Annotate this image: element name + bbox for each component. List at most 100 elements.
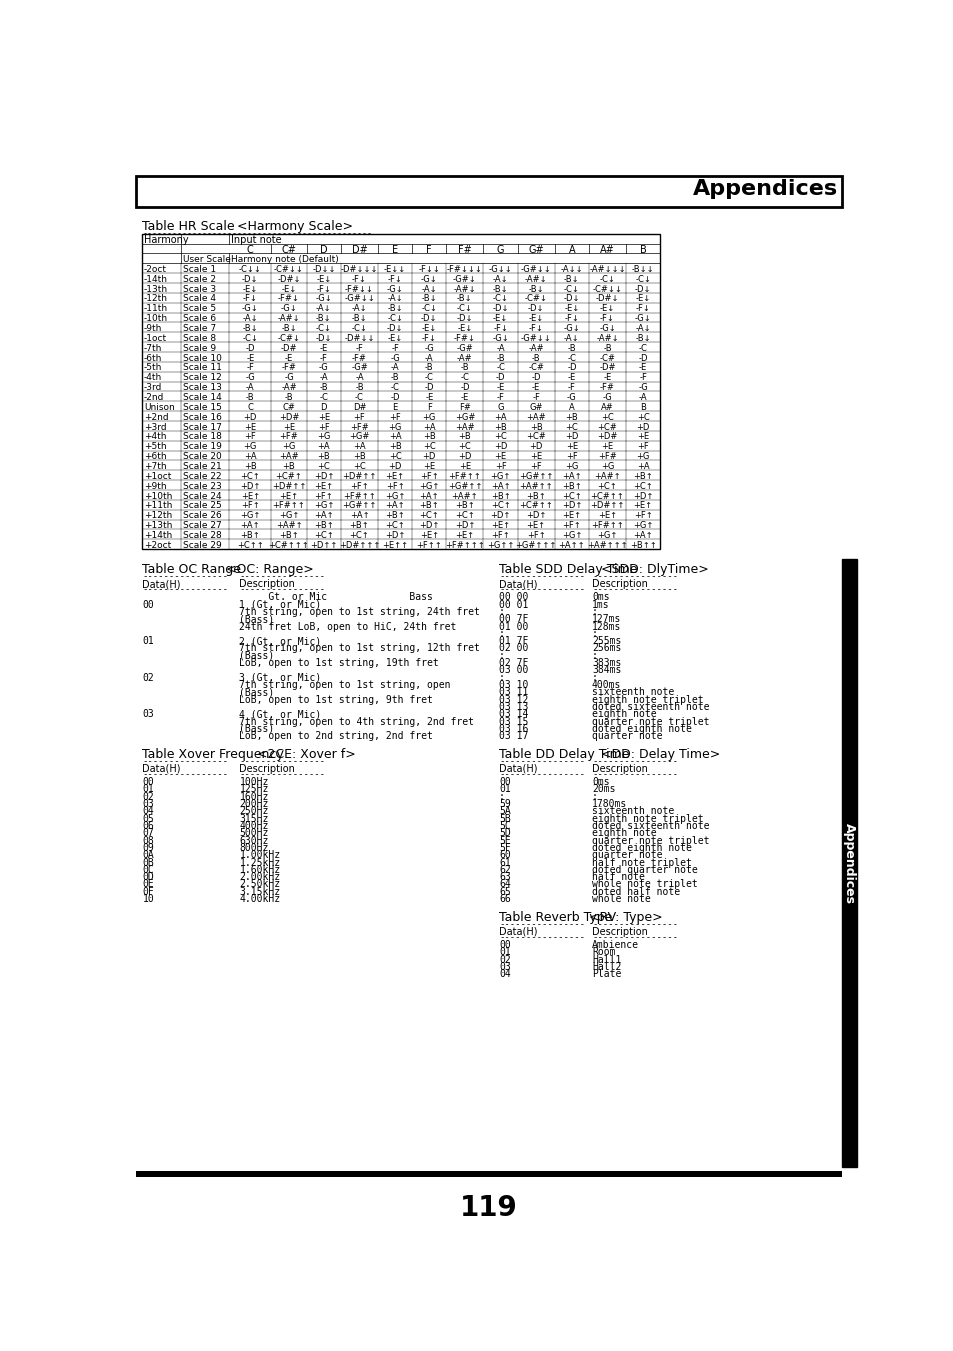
Text: +D: +D bbox=[422, 453, 436, 461]
Text: F#: F# bbox=[458, 403, 471, 412]
Text: doted half note: doted half note bbox=[592, 886, 679, 897]
Text: 59: 59 bbox=[498, 798, 510, 809]
Text: +G: +G bbox=[316, 432, 330, 442]
Text: 64: 64 bbox=[498, 880, 510, 889]
Text: -A#: -A# bbox=[281, 384, 296, 392]
Text: B: B bbox=[639, 403, 645, 412]
Text: -G#↓↓: -G#↓↓ bbox=[520, 265, 551, 274]
Text: 03 16: 03 16 bbox=[498, 724, 528, 734]
Text: +B: +B bbox=[244, 462, 256, 471]
Text: quarter note triplet: quarter note triplet bbox=[592, 835, 709, 846]
Text: +C: +C bbox=[353, 462, 366, 471]
Text: -F#↓: -F#↓ bbox=[454, 334, 476, 343]
Text: 7th string, open to 1st string, open: 7th string, open to 1st string, open bbox=[239, 680, 451, 690]
Text: 1.60kHz: 1.60kHz bbox=[239, 865, 280, 875]
Text: -C#↓↓: -C#↓↓ bbox=[274, 265, 304, 274]
Text: -7th: -7th bbox=[144, 343, 162, 353]
Text: <DD: Delay Time>: <DD: Delay Time> bbox=[600, 748, 720, 761]
Text: half note triplet: half note triplet bbox=[592, 858, 691, 867]
Text: 1 (Gt. or Mic): 1 (Gt. or Mic) bbox=[239, 600, 321, 609]
Text: Scale 5: Scale 5 bbox=[183, 304, 215, 313]
Text: -C#↓↓: -C#↓↓ bbox=[592, 285, 621, 293]
Text: +5th: +5th bbox=[144, 442, 167, 451]
Text: +A: +A bbox=[389, 432, 401, 442]
Text: +3rd: +3rd bbox=[144, 423, 167, 431]
Text: Hall1: Hall1 bbox=[592, 955, 620, 965]
Text: C: C bbox=[247, 403, 253, 412]
Text: +D#: +D# bbox=[278, 412, 299, 422]
Text: G#: G# bbox=[529, 403, 542, 412]
Text: Scale 29: Scale 29 bbox=[183, 540, 221, 550]
Text: half note: half note bbox=[592, 873, 644, 882]
Text: +E↑: +E↑ bbox=[240, 492, 259, 500]
Text: -D: -D bbox=[566, 363, 576, 373]
Text: 250Hz: 250Hz bbox=[239, 807, 269, 816]
Text: -C#↓: -C#↓ bbox=[277, 334, 300, 343]
Text: Gt. or Mic              Bass: Gt. or Mic Bass bbox=[239, 592, 433, 603]
Text: +D: +D bbox=[494, 442, 507, 451]
Text: -D↓: -D↓ bbox=[387, 324, 403, 332]
Text: -C#: -C# bbox=[598, 354, 615, 362]
Text: -A: -A bbox=[496, 343, 504, 353]
Text: -B: -B bbox=[602, 343, 611, 353]
Text: +A: +A bbox=[422, 423, 436, 431]
Text: 1780ms: 1780ms bbox=[592, 798, 626, 809]
Text: A#: A# bbox=[600, 403, 613, 412]
Text: -F↓: -F↓ bbox=[493, 324, 507, 332]
Text: -F#↓↓↓: -F#↓↓↓ bbox=[447, 265, 482, 274]
Text: <Harmony Scale>: <Harmony Scale> bbox=[236, 220, 353, 232]
Text: D#: D# bbox=[352, 245, 367, 255]
Text: +G#↑↑: +G#↑↑ bbox=[518, 471, 553, 481]
Text: +C↑: +C↑ bbox=[419, 511, 438, 520]
Text: +A↑: +A↑ bbox=[561, 471, 581, 481]
Text: G: G bbox=[497, 403, 503, 412]
Text: 3.15kHz: 3.15kHz bbox=[239, 886, 280, 897]
Text: -E: -E bbox=[246, 354, 254, 362]
Text: +C#↑↑: +C#↑↑ bbox=[518, 501, 553, 511]
Text: +E: +E bbox=[565, 442, 578, 451]
Text: +7th: +7th bbox=[144, 462, 167, 471]
Text: +13th: +13th bbox=[144, 521, 172, 530]
Text: -G↓↓: -G↓↓ bbox=[488, 265, 512, 274]
Text: -B↓: -B↓ bbox=[387, 304, 402, 313]
Text: -G: -G bbox=[424, 343, 434, 353]
Text: -A: -A bbox=[246, 384, 254, 392]
Text: 200Hz: 200Hz bbox=[239, 798, 269, 809]
Text: -G: -G bbox=[245, 373, 254, 382]
Text: +G↑: +G↑ bbox=[490, 471, 510, 481]
Text: 315Hz: 315Hz bbox=[239, 813, 269, 824]
Text: +D#↑↑: +D#↑↑ bbox=[272, 482, 306, 490]
Bar bbox=[136, 176, 841, 207]
Text: +F↑: +F↑ bbox=[526, 531, 545, 540]
Text: -G↓: -G↓ bbox=[315, 295, 332, 304]
Text: -D: -D bbox=[531, 373, 540, 382]
Text: 128ms: 128ms bbox=[592, 621, 620, 631]
Text: Data(H): Data(H) bbox=[142, 580, 181, 589]
Text: -C#↓: -C#↓ bbox=[524, 295, 547, 304]
Text: Table OC Range: Table OC Range bbox=[142, 563, 241, 576]
Text: -F↓: -F↓ bbox=[316, 285, 331, 293]
Text: +A↑↑: +A↑↑ bbox=[558, 540, 584, 550]
Text: +D#↑↑: +D#↑↑ bbox=[342, 471, 376, 481]
Text: Scale 21: Scale 21 bbox=[183, 462, 221, 471]
Text: +B: +B bbox=[565, 412, 578, 422]
Text: +D: +D bbox=[564, 432, 578, 442]
Text: Hall2: Hall2 bbox=[592, 962, 620, 971]
Text: Ambience: Ambience bbox=[592, 940, 639, 950]
Text: 384ms: 384ms bbox=[592, 666, 620, 676]
Text: 127ms: 127ms bbox=[592, 615, 620, 624]
Text: -C: -C bbox=[355, 393, 363, 403]
Text: +C↑: +C↑ bbox=[597, 482, 617, 490]
Text: -B↓: -B↓ bbox=[635, 334, 650, 343]
Text: 03 10: 03 10 bbox=[498, 680, 528, 690]
Text: -A#↓: -A#↓ bbox=[453, 285, 476, 293]
Text: Scale 25: Scale 25 bbox=[183, 501, 221, 511]
Text: Scale 17: Scale 17 bbox=[183, 423, 221, 431]
Text: -G↓: -G↓ bbox=[598, 324, 616, 332]
Text: -D: -D bbox=[638, 354, 647, 362]
Text: -C↓↓: -C↓↓ bbox=[238, 265, 261, 274]
Text: -G↓: -G↓ bbox=[492, 334, 508, 343]
Text: whole note triplet: whole note triplet bbox=[592, 880, 697, 889]
Text: ----------------: ---------------- bbox=[142, 770, 229, 780]
Text: -C: -C bbox=[496, 363, 504, 373]
